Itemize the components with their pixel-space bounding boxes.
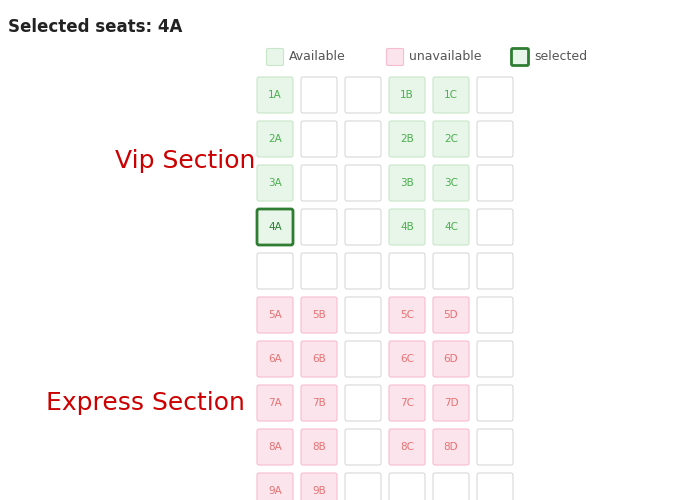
FancyBboxPatch shape bbox=[389, 209, 425, 245]
FancyBboxPatch shape bbox=[433, 429, 469, 465]
Text: Available: Available bbox=[289, 50, 346, 64]
FancyBboxPatch shape bbox=[386, 48, 403, 66]
FancyBboxPatch shape bbox=[345, 297, 381, 333]
Text: 1B: 1B bbox=[400, 90, 414, 100]
FancyBboxPatch shape bbox=[345, 473, 381, 500]
FancyBboxPatch shape bbox=[477, 341, 513, 377]
FancyBboxPatch shape bbox=[433, 121, 469, 157]
FancyBboxPatch shape bbox=[257, 473, 293, 500]
Text: Express Section: Express Section bbox=[46, 391, 244, 415]
FancyBboxPatch shape bbox=[389, 473, 425, 500]
FancyBboxPatch shape bbox=[301, 121, 337, 157]
FancyBboxPatch shape bbox=[433, 385, 469, 421]
FancyBboxPatch shape bbox=[477, 253, 513, 289]
FancyBboxPatch shape bbox=[477, 165, 513, 201]
FancyBboxPatch shape bbox=[257, 121, 293, 157]
FancyBboxPatch shape bbox=[345, 77, 381, 113]
Text: 5C: 5C bbox=[400, 310, 414, 320]
FancyBboxPatch shape bbox=[257, 385, 293, 421]
FancyBboxPatch shape bbox=[301, 385, 337, 421]
FancyBboxPatch shape bbox=[301, 473, 337, 500]
Text: 4A: 4A bbox=[268, 222, 282, 232]
FancyBboxPatch shape bbox=[477, 77, 513, 113]
FancyBboxPatch shape bbox=[301, 209, 337, 245]
FancyBboxPatch shape bbox=[257, 165, 293, 201]
FancyBboxPatch shape bbox=[257, 297, 293, 333]
FancyBboxPatch shape bbox=[389, 385, 425, 421]
FancyBboxPatch shape bbox=[389, 429, 425, 465]
FancyBboxPatch shape bbox=[257, 341, 293, 377]
Text: 8A: 8A bbox=[268, 442, 282, 452]
Text: 5D: 5D bbox=[444, 310, 458, 320]
FancyBboxPatch shape bbox=[389, 297, 425, 333]
Text: 2C: 2C bbox=[444, 134, 458, 144]
FancyBboxPatch shape bbox=[345, 165, 381, 201]
Text: Selected seats: 4A: Selected seats: 4A bbox=[8, 18, 183, 36]
FancyBboxPatch shape bbox=[345, 385, 381, 421]
Text: 5B: 5B bbox=[312, 310, 326, 320]
Text: 5A: 5A bbox=[268, 310, 282, 320]
Text: 3A: 3A bbox=[268, 178, 282, 188]
FancyBboxPatch shape bbox=[389, 77, 425, 113]
Text: 2B: 2B bbox=[400, 134, 414, 144]
Text: 8B: 8B bbox=[312, 442, 326, 452]
Text: 7B: 7B bbox=[312, 398, 326, 408]
FancyBboxPatch shape bbox=[301, 297, 337, 333]
FancyBboxPatch shape bbox=[433, 473, 469, 500]
Text: 6A: 6A bbox=[268, 354, 282, 364]
FancyBboxPatch shape bbox=[477, 209, 513, 245]
Text: 7A: 7A bbox=[268, 398, 282, 408]
Text: unavailable: unavailable bbox=[409, 50, 482, 64]
FancyBboxPatch shape bbox=[301, 429, 337, 465]
FancyBboxPatch shape bbox=[433, 297, 469, 333]
FancyBboxPatch shape bbox=[433, 77, 469, 113]
FancyBboxPatch shape bbox=[301, 253, 337, 289]
FancyBboxPatch shape bbox=[477, 429, 513, 465]
Text: 2A: 2A bbox=[268, 134, 282, 144]
FancyBboxPatch shape bbox=[301, 165, 337, 201]
FancyBboxPatch shape bbox=[389, 121, 425, 157]
FancyBboxPatch shape bbox=[389, 253, 425, 289]
Text: 7D: 7D bbox=[444, 398, 458, 408]
Text: 7C: 7C bbox=[400, 398, 414, 408]
Text: 4B: 4B bbox=[400, 222, 414, 232]
FancyBboxPatch shape bbox=[512, 48, 528, 66]
Text: 1A: 1A bbox=[268, 90, 282, 100]
Text: 6B: 6B bbox=[312, 354, 326, 364]
FancyBboxPatch shape bbox=[257, 429, 293, 465]
Text: 1C: 1C bbox=[444, 90, 458, 100]
FancyBboxPatch shape bbox=[345, 429, 381, 465]
FancyBboxPatch shape bbox=[433, 253, 469, 289]
FancyBboxPatch shape bbox=[267, 48, 284, 66]
Text: 8D: 8D bbox=[444, 442, 458, 452]
FancyBboxPatch shape bbox=[477, 385, 513, 421]
Text: 6D: 6D bbox=[444, 354, 458, 364]
FancyBboxPatch shape bbox=[301, 77, 337, 113]
FancyBboxPatch shape bbox=[477, 297, 513, 333]
FancyBboxPatch shape bbox=[345, 253, 381, 289]
Text: selected: selected bbox=[534, 50, 587, 64]
Text: Vip Section: Vip Section bbox=[115, 149, 256, 173]
Text: 9A: 9A bbox=[268, 486, 282, 496]
FancyBboxPatch shape bbox=[477, 121, 513, 157]
Text: 4C: 4C bbox=[444, 222, 458, 232]
FancyBboxPatch shape bbox=[345, 121, 381, 157]
FancyBboxPatch shape bbox=[257, 209, 293, 245]
FancyBboxPatch shape bbox=[433, 209, 469, 245]
FancyBboxPatch shape bbox=[389, 165, 425, 201]
Text: 8C: 8C bbox=[400, 442, 414, 452]
FancyBboxPatch shape bbox=[257, 253, 293, 289]
FancyBboxPatch shape bbox=[301, 341, 337, 377]
FancyBboxPatch shape bbox=[345, 209, 381, 245]
FancyBboxPatch shape bbox=[257, 77, 293, 113]
Text: 3C: 3C bbox=[444, 178, 458, 188]
FancyBboxPatch shape bbox=[389, 341, 425, 377]
Text: 6C: 6C bbox=[400, 354, 414, 364]
FancyBboxPatch shape bbox=[433, 165, 469, 201]
Text: 3B: 3B bbox=[400, 178, 414, 188]
FancyBboxPatch shape bbox=[433, 341, 469, 377]
FancyBboxPatch shape bbox=[477, 473, 513, 500]
Text: 9B: 9B bbox=[312, 486, 326, 496]
FancyBboxPatch shape bbox=[345, 341, 381, 377]
